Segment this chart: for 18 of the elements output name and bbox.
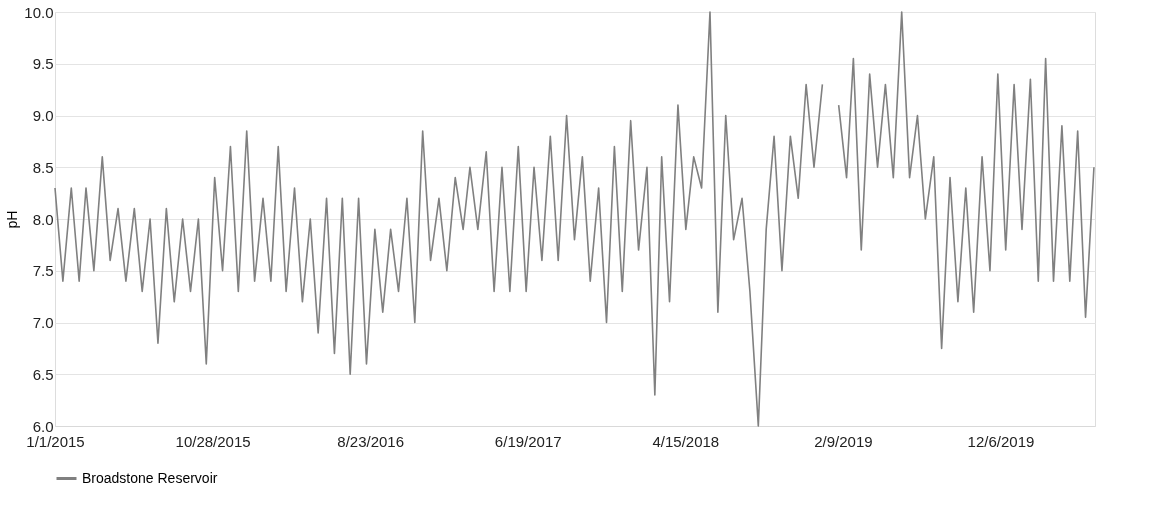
y-tick-label: 7.5 [32, 262, 54, 280]
y-tick-label: 9.5 [32, 55, 54, 73]
y-tick-label: 10.0 [24, 3, 54, 21]
x-tick-label: 12/6/2019 [967, 432, 1035, 450]
x-tick-label: 1/1/2015 [26, 432, 85, 450]
x-tick-label: 4/15/2018 [652, 432, 720, 450]
legend-label: Broadstone Reservoir [82, 469, 218, 486]
x-tick-label: 6/19/2017 [494, 432, 562, 450]
y-tick-label: 6.0 [32, 417, 54, 435]
y-tick-label: 8.0 [32, 210, 54, 228]
y-tick-label: 7.0 [32, 314, 54, 331]
y-tick-label: 6.5 [32, 365, 54, 383]
x-tick-label: 8/23/2016 [337, 432, 405, 450]
y-tick-label: 9.0 [32, 107, 54, 124]
y-tick-label: 8.5 [32, 158, 54, 176]
x-tick-label: 10/28/2015 [175, 432, 251, 450]
x-tick-label: 2/9/2019 [814, 432, 873, 450]
y-axis-title: pH [4, 210, 21, 229]
